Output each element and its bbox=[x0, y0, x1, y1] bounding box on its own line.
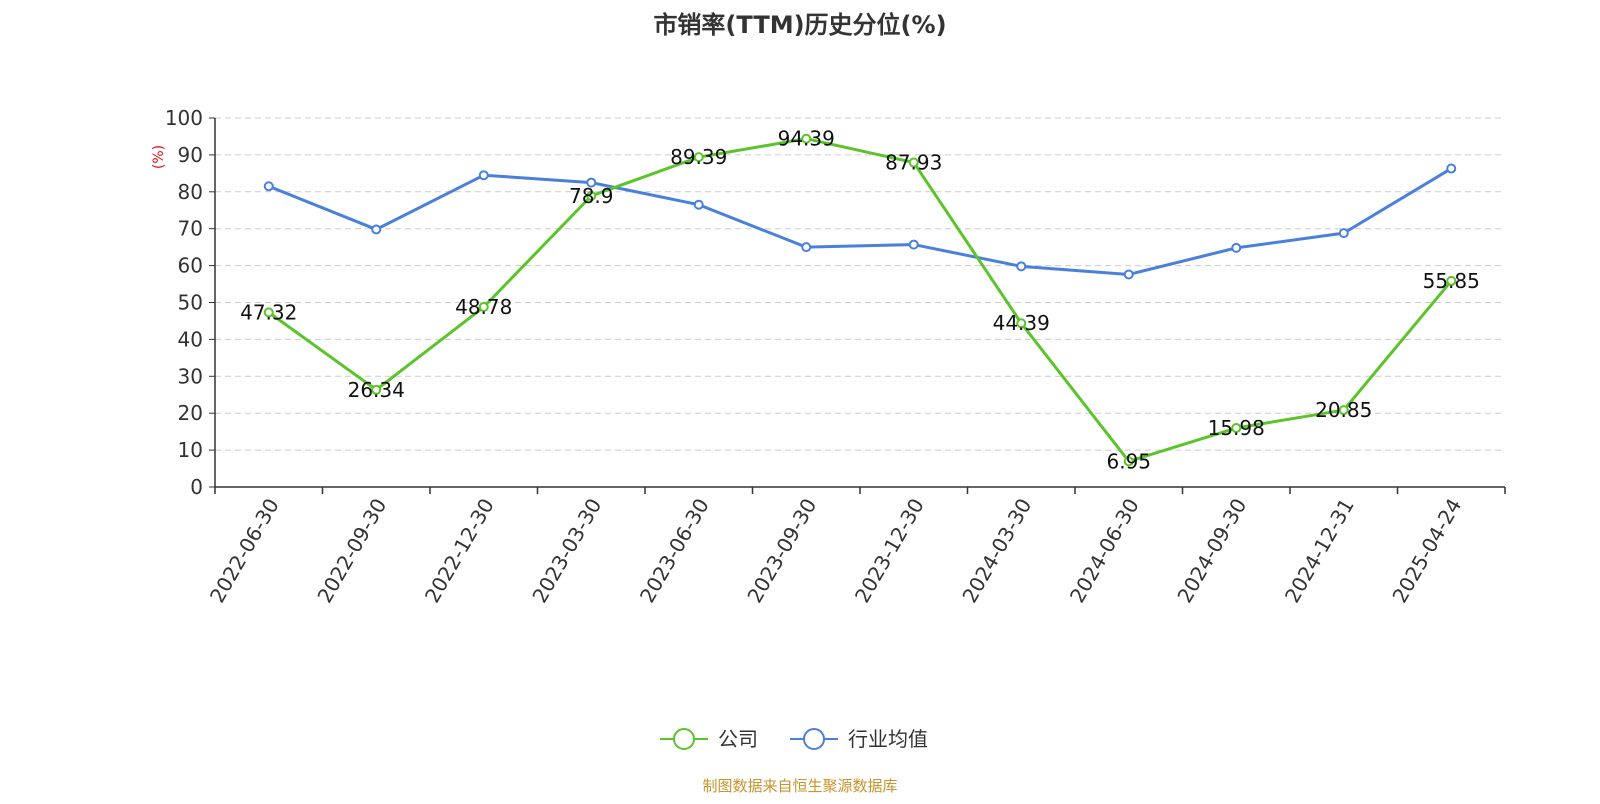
data-point[interactable] bbox=[1231, 423, 1242, 434]
y-tick-label: 40 bbox=[178, 327, 203, 351]
data-label: 47.32 bbox=[240, 300, 297, 324]
y-tick-label: 30 bbox=[178, 364, 203, 388]
data-point[interactable] bbox=[1123, 456, 1134, 467]
x-tick-label: 2023-06-30 bbox=[635, 494, 714, 607]
data-label: 6.95 bbox=[1106, 449, 1151, 473]
data-point[interactable] bbox=[1016, 318, 1027, 329]
data-point[interactable] bbox=[801, 242, 812, 253]
data-label: 20.85 bbox=[1315, 398, 1372, 422]
data-point[interactable] bbox=[371, 224, 382, 235]
series-line-1 bbox=[268, 167, 1453, 276]
data-label: 15.98 bbox=[1208, 416, 1265, 440]
data-point[interactable] bbox=[263, 181, 274, 192]
y-tick-label: 0 bbox=[190, 475, 203, 499]
data-point[interactable] bbox=[586, 190, 597, 201]
data-point[interactable] bbox=[1123, 269, 1134, 280]
data-label: 26.34 bbox=[348, 378, 405, 402]
legend-label: 公司 bbox=[718, 727, 758, 751]
y-tick-label: 50 bbox=[178, 291, 203, 315]
chart-title: 市销率(TTM)历史分位(%) bbox=[653, 11, 946, 39]
y-tick-label: 100 bbox=[165, 106, 203, 130]
data-label: 78.9 bbox=[569, 184, 614, 208]
data-label: 89.39 bbox=[670, 145, 727, 169]
x-tick-label: 2024-03-30 bbox=[957, 494, 1036, 607]
x-tick-label: 2022-09-30 bbox=[312, 494, 391, 607]
data-point[interactable] bbox=[1016, 261, 1027, 272]
y-axis-unit: (%) bbox=[151, 145, 167, 169]
data-point[interactable] bbox=[801, 133, 812, 144]
axes: 0 10 20 30 40 50 60 70 80 90 100 2022-06-30 2022-09-… bbox=[165, 106, 1506, 607]
data-label: 48.78 bbox=[455, 295, 512, 319]
y-tick-label: 10 bbox=[178, 438, 203, 462]
data-point[interactable] bbox=[1338, 405, 1349, 416]
series-lines bbox=[263, 133, 1457, 467]
y-tick-label: 60 bbox=[178, 254, 203, 278]
legend-item-0[interactable]: 公司 bbox=[660, 727, 758, 751]
data-point[interactable] bbox=[478, 170, 489, 181]
series-line-0 bbox=[267, 137, 1453, 463]
x-tick-label: 2023-09-30 bbox=[742, 494, 821, 607]
x-tick-label: 2022-12-30 bbox=[420, 494, 499, 607]
data-point[interactable] bbox=[908, 239, 919, 250]
y-tick-label: 70 bbox=[178, 217, 203, 241]
y-tick-label: 90 bbox=[178, 143, 203, 167]
x-tick-label: 2022-06-30 bbox=[205, 494, 284, 607]
y-tick-label: 20 bbox=[178, 401, 203, 425]
data-label: 87.93 bbox=[885, 151, 942, 175]
data-label: 94.39 bbox=[778, 127, 835, 151]
data-point[interactable] bbox=[263, 307, 274, 318]
y-tick-label: 80 bbox=[178, 180, 203, 204]
data-label: 55.85 bbox=[1423, 269, 1480, 293]
data-point[interactable] bbox=[1338, 228, 1349, 239]
legend[interactable]: 公司 行业均值 bbox=[660, 727, 928, 751]
data-point[interactable] bbox=[478, 302, 489, 313]
legend-marker bbox=[803, 728, 825, 750]
legend-label: 行业均值 bbox=[848, 727, 928, 751]
data-point[interactable] bbox=[1446, 275, 1457, 286]
data-point[interactable] bbox=[693, 152, 704, 163]
x-tick-label: 2025-04-24 bbox=[1387, 494, 1466, 607]
legend-item-1[interactable]: 行业均值 bbox=[790, 727, 928, 751]
legend-marker bbox=[673, 728, 695, 750]
x-tick-label: 2024-12-31 bbox=[1280, 494, 1359, 607]
data-label: 44.39 bbox=[993, 311, 1050, 335]
data-point[interactable] bbox=[371, 384, 382, 395]
data-point[interactable] bbox=[1231, 242, 1242, 253]
grid-lines bbox=[215, 117, 1505, 451]
source-note: 制图数据来自恒生聚源数据库 bbox=[702, 777, 897, 795]
data-point[interactable] bbox=[693, 199, 704, 210]
data-point[interactable] bbox=[908, 157, 919, 168]
x-tick-label: 2023-12-30 bbox=[850, 494, 929, 607]
data-point[interactable] bbox=[1446, 163, 1457, 174]
data-point[interactable] bbox=[586, 177, 597, 188]
x-tick-label: 2023-03-30 bbox=[527, 494, 606, 607]
x-tick-label: 2024-09-30 bbox=[1172, 494, 1251, 607]
x-tick-label: 2024-06-30 bbox=[1065, 494, 1144, 607]
data-labels: 47.32 26.34 48.78 78.9 89.39 94.39 87.93 44.39 6… bbox=[240, 127, 1480, 474]
